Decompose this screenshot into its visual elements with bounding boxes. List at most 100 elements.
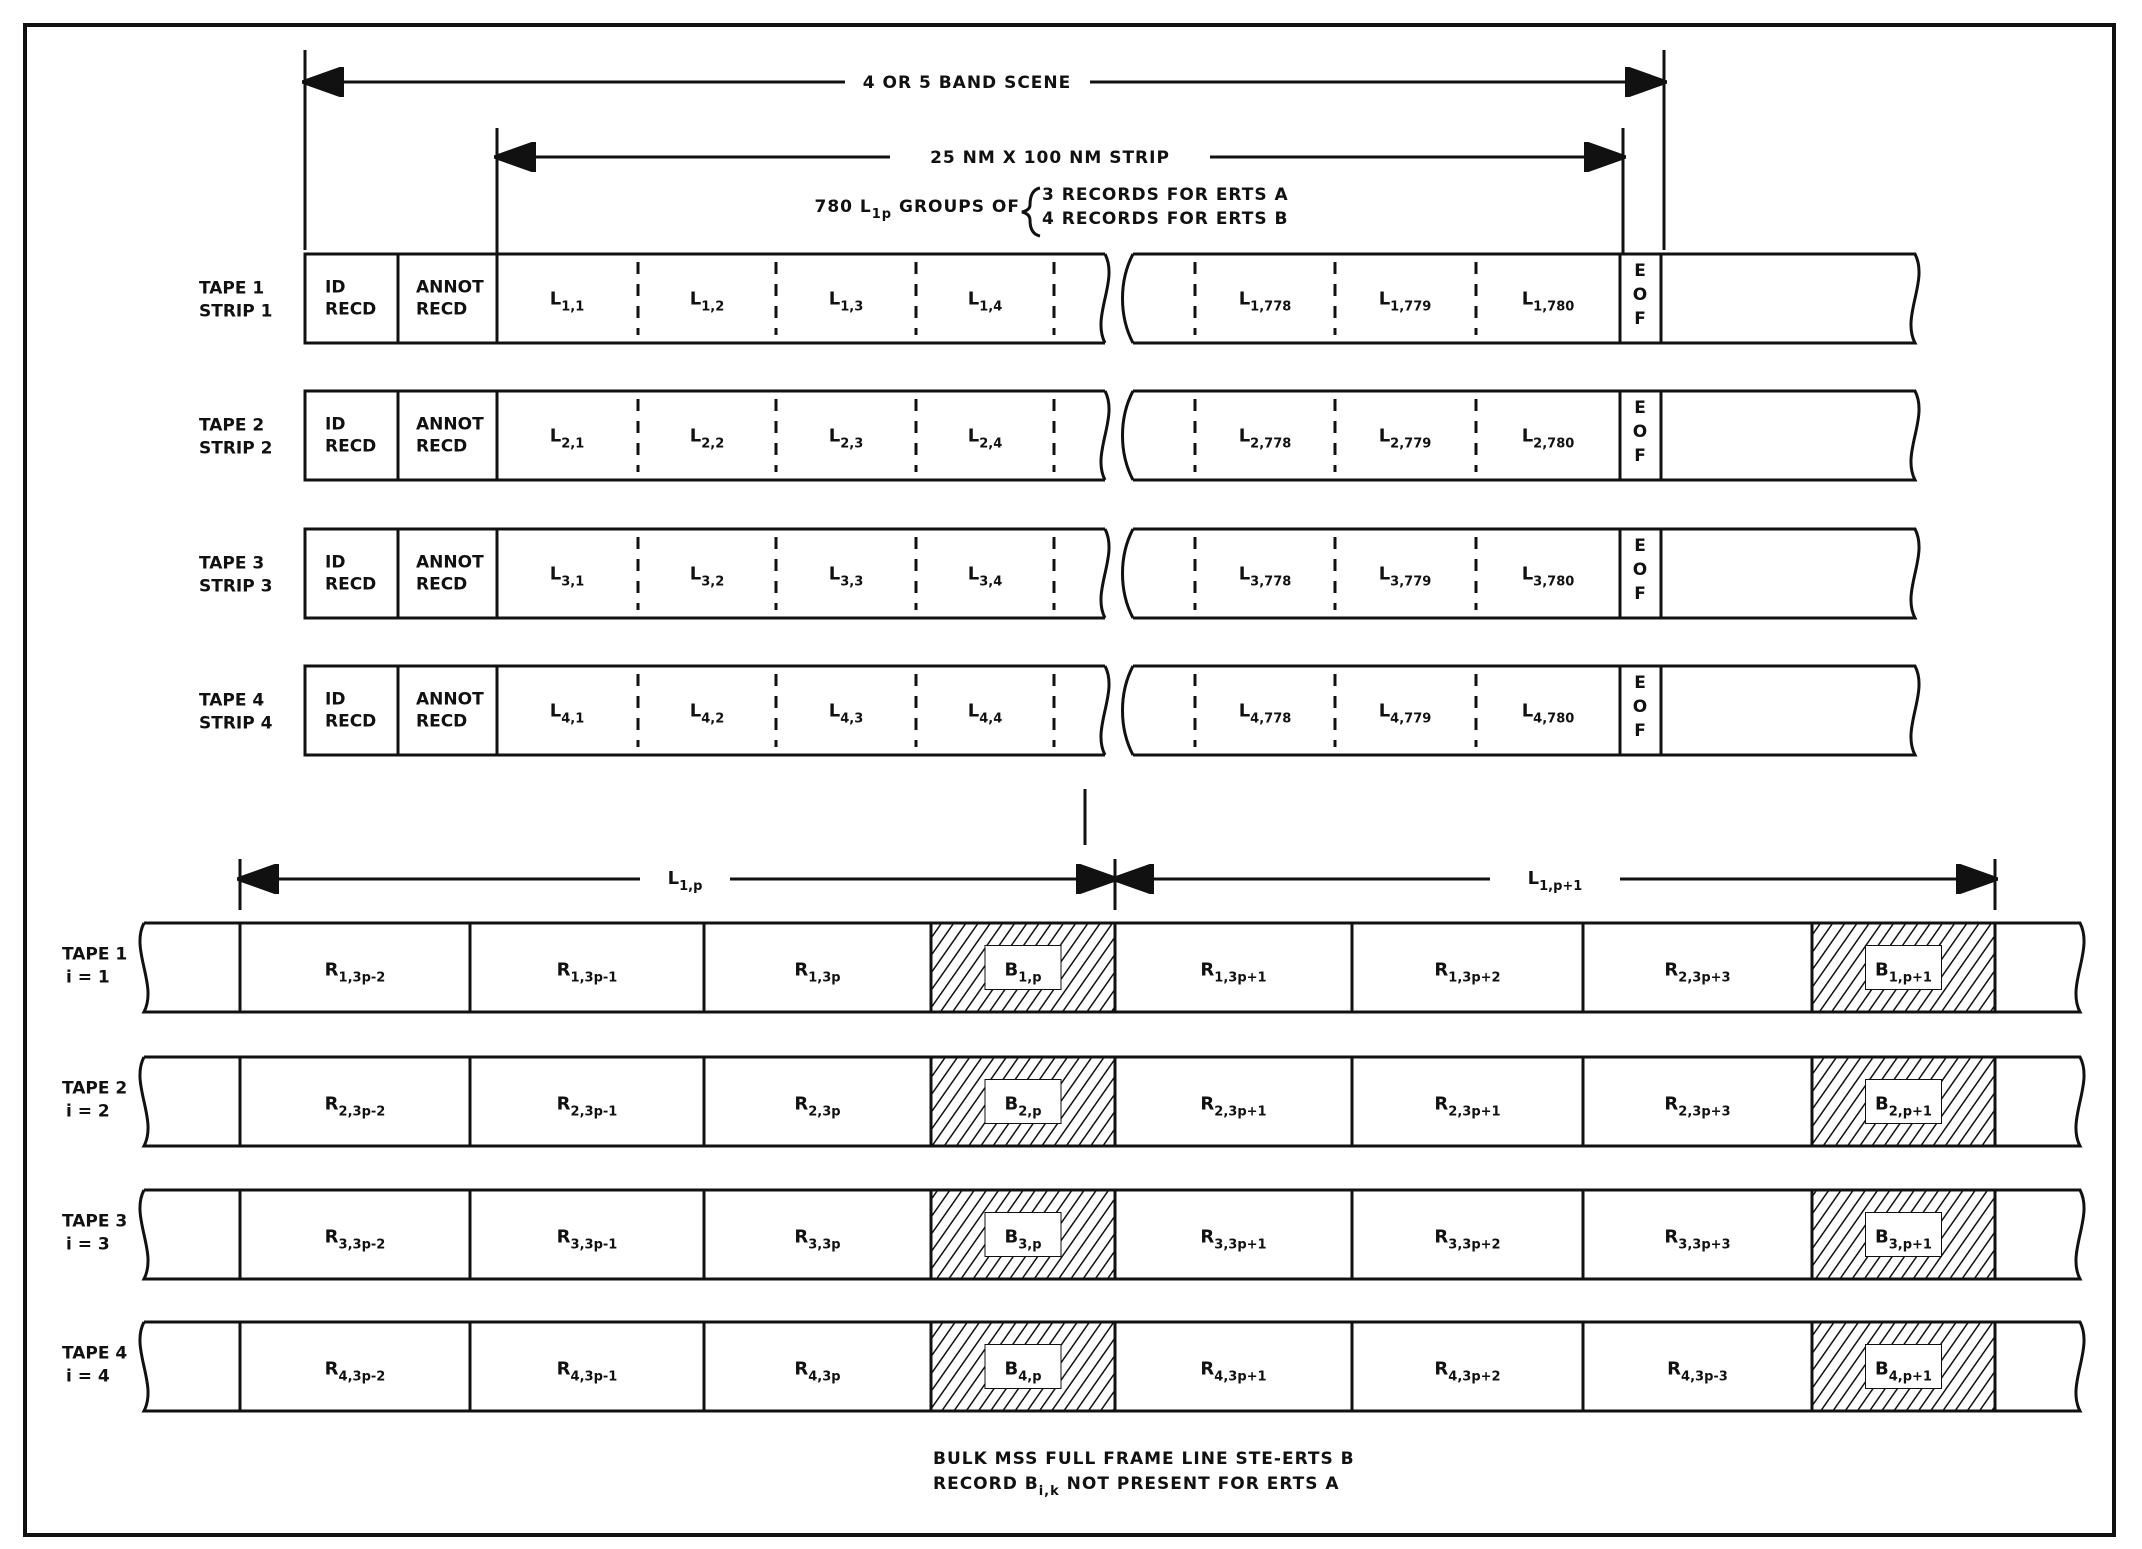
id-record-label: RECD (325, 437, 376, 457)
record-r-cell: R4,3p-2 (325, 1359, 386, 1385)
tape-label: TAPE 2 (62, 1079, 127, 1099)
frame-border (23, 23, 2116, 1537)
lp1-label: L1,p+1 (1528, 868, 1583, 894)
annot-record-label: RECD (416, 300, 467, 320)
line-group-cell: L3,3 (829, 564, 864, 590)
line-group-cell: L2,3 (829, 426, 864, 452)
line-group-cell: L3,779 (1379, 564, 1432, 590)
line-group-cell: L3,778 (1239, 564, 1292, 590)
id-record-label: ID (325, 415, 345, 435)
record-r-cell: R2,3p+1 (1434, 1094, 1500, 1120)
record-label-bg (984, 1079, 1062, 1124)
line-group-cell: L3,1 (550, 564, 585, 590)
record-r-cell: R3,3p (794, 1227, 840, 1253)
tape-label: TAPE 3 (199, 554, 264, 574)
record-r-cell: R2,3p+3 (1664, 1094, 1730, 1120)
record-r-cell: R4,3p+2 (1434, 1359, 1500, 1385)
record-r-cell: R1,3p-2 (325, 960, 386, 986)
record-r-cell: R2,3p+3 (1664, 960, 1730, 986)
line-group-cell: L1,4 (968, 289, 1003, 315)
record-r-cell: R3,3p-1 (557, 1227, 618, 1253)
footnote-line-2: RECORD Bi,k NOT PRESENT FOR ERTS A (933, 1474, 1340, 1499)
line-group-cell: L3,4 (968, 564, 1003, 590)
line-group-cell: L4,778 (1239, 701, 1292, 727)
eof-marker: F (1634, 584, 1646, 604)
id-record-label: RECD (325, 575, 376, 595)
groups-label: 780 L1p GROUPS OF (814, 197, 1020, 222)
id-record-label: ID (325, 690, 345, 710)
eof-marker: F (1634, 721, 1646, 741)
line-group-cell: L1,3 (829, 289, 864, 315)
tape-label: TAPE 3 (62, 1212, 127, 1232)
tape-strip-part-2 (1121, 252, 1921, 345)
line-group-cell: L1,778 (1239, 289, 1292, 315)
strip-label: STRIP 4 (199, 714, 273, 734)
record-r-cell: R3,3p-2 (325, 1227, 386, 1253)
id-record-label: ID (325, 278, 345, 298)
line-group-cell: L2,780 (1522, 426, 1575, 452)
brace (1021, 186, 1041, 238)
tape-strip-part-1 (303, 252, 1111, 345)
line-group-cell: L2,2 (690, 426, 725, 452)
id-record-label: RECD (325, 712, 376, 732)
groups-line-erts-b: 4 RECORDS FOR ERTS B (1042, 209, 1288, 229)
eof-marker: O (1633, 285, 1647, 305)
record-b-cell: B1,p (1004, 960, 1041, 986)
line-group-cell: L2,778 (1239, 426, 1292, 452)
record-r-cell: R3,3p+2 (1434, 1227, 1500, 1253)
record-b-cell: B3,p+1 (1875, 1227, 1932, 1253)
line-group-cell: L4,3 (829, 701, 864, 727)
tape-label: TAPE 2 (199, 416, 264, 436)
annot-record-label: ANNOT (416, 278, 484, 298)
id-record-label: ID (325, 553, 345, 573)
annot-record-label: RECD (416, 712, 467, 732)
tape-strip-part-2 (1121, 389, 1921, 482)
eof-marker: F (1634, 309, 1646, 329)
line-group-cell: L1,779 (1379, 289, 1432, 315)
record-label-bg (1865, 1212, 1942, 1257)
strip-label: STRIP 3 (199, 577, 272, 597)
footnote-line-1: BULK MSS FULL FRAME LINE STE-ERTS B (933, 1449, 1355, 1469)
record-r-cell: R1,3p+1 (1200, 960, 1266, 986)
record-label-bg (1865, 1344, 1942, 1389)
record-r-cell: R1,3p+2 (1434, 960, 1500, 986)
line-group-cell: L1,780 (1522, 289, 1575, 315)
tape-strip-part-1 (303, 389, 1111, 482)
scene-label: 4 OR 5 BAND SCENE (863, 73, 1072, 93)
tape-index-label: i = 1 (66, 968, 110, 988)
eof-marker: E (1634, 261, 1646, 281)
record-r-cell: R4,3p+1 (1200, 1359, 1266, 1385)
strip-label: 25 NM X 100 NM STRIP (930, 148, 1170, 168)
record-b-cell: B3,p (1004, 1227, 1041, 1253)
record-b-cell: B2,p (1004, 1094, 1041, 1120)
tape-label: TAPE 1 (199, 279, 264, 299)
record-r-cell: R1,3p (794, 960, 840, 986)
record-label-bg (984, 1212, 1062, 1257)
tape-index-label: i = 4 (66, 1367, 110, 1387)
record-r-cell: R2,3p+1 (1200, 1094, 1266, 1120)
eof-marker: E (1634, 673, 1646, 693)
tape-strip-part-1 (303, 664, 1111, 757)
eof-marker: F (1634, 446, 1646, 466)
tape-strip-part-2 (1121, 664, 1921, 757)
record-r-cell: R1,3p-1 (557, 960, 618, 986)
lp-label: L1,p (668, 868, 703, 894)
record-r-cell: R3,3p+1 (1200, 1227, 1266, 1253)
record-r-cell: R4,3p-1 (557, 1359, 618, 1385)
tape-index-label: i = 2 (66, 1102, 110, 1122)
line-group-cell: L1,2 (690, 289, 725, 315)
tape-index-label: i = 3 (66, 1235, 110, 1255)
record-r-cell: R2,3p (794, 1094, 840, 1120)
record-r-cell: R4,3p-3 (1667, 1359, 1728, 1385)
eof-marker: E (1634, 398, 1646, 418)
annot-record-label: ANNOT (416, 553, 484, 573)
tape-strip-part-2 (1121, 527, 1921, 620)
eof-marker: O (1633, 560, 1647, 580)
record-label-bg (984, 1344, 1062, 1389)
record-b-cell: B1,p+1 (1875, 960, 1932, 986)
record-label-bg (1865, 1079, 1942, 1124)
line-group-cell: L4,2 (690, 701, 725, 727)
record-label-bg (984, 945, 1062, 990)
tape-label: TAPE 4 (199, 691, 264, 711)
